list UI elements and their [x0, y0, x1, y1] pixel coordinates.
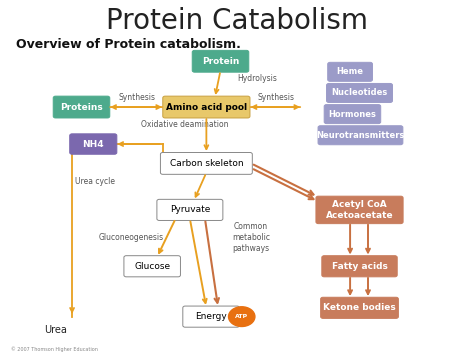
- Text: Heme: Heme: [337, 67, 364, 76]
- Text: Protein Catabolism: Protein Catabolism: [106, 7, 368, 35]
- Text: Fatty acids: Fatty acids: [332, 262, 387, 271]
- FancyBboxPatch shape: [320, 297, 398, 318]
- Text: ATP: ATP: [235, 314, 248, 319]
- Text: Hydrolysis: Hydrolysis: [237, 75, 277, 83]
- FancyBboxPatch shape: [160, 153, 252, 174]
- FancyBboxPatch shape: [318, 126, 403, 145]
- Text: Carbon skeleton: Carbon skeleton: [170, 159, 243, 168]
- Text: Urea cycle: Urea cycle: [75, 176, 115, 186]
- Text: Protein: Protein: [202, 57, 239, 66]
- Text: Oxidative deamination: Oxidative deamination: [141, 120, 229, 129]
- Text: NH4: NH4: [82, 140, 104, 148]
- FancyBboxPatch shape: [328, 62, 373, 81]
- Text: Hormones: Hormones: [328, 110, 376, 119]
- FancyBboxPatch shape: [192, 50, 249, 72]
- FancyBboxPatch shape: [183, 306, 239, 327]
- Circle shape: [228, 307, 255, 327]
- Text: Pyruvate: Pyruvate: [170, 206, 210, 214]
- FancyBboxPatch shape: [53, 96, 110, 118]
- Text: Nucleotides: Nucleotides: [331, 88, 388, 98]
- Text: Proteins: Proteins: [60, 103, 103, 111]
- FancyBboxPatch shape: [316, 196, 403, 224]
- Text: Gluconeogenesis: Gluconeogenesis: [99, 233, 164, 242]
- Text: Urea: Urea: [44, 326, 67, 335]
- Text: Neurotransmitters: Neurotransmitters: [316, 131, 405, 140]
- Text: Synthesis: Synthesis: [118, 93, 155, 102]
- Text: Common
metabolic
pathways: Common metabolic pathways: [232, 222, 270, 253]
- FancyBboxPatch shape: [70, 134, 117, 154]
- FancyBboxPatch shape: [124, 256, 181, 277]
- Text: Ketone bodies: Ketone bodies: [323, 303, 396, 312]
- FancyBboxPatch shape: [322, 256, 397, 277]
- Text: Overview of Protein catabolism.: Overview of Protein catabolism.: [16, 38, 240, 51]
- Text: Glucose: Glucose: [134, 262, 170, 271]
- FancyBboxPatch shape: [327, 83, 392, 103]
- Text: Synthesis: Synthesis: [257, 93, 294, 102]
- Text: Amino acid pool: Amino acid pool: [166, 103, 247, 111]
- FancyBboxPatch shape: [324, 105, 381, 124]
- Text: Energy: Energy: [195, 312, 227, 321]
- Text: Acetyl CoA
Acetoacetate: Acetyl CoA Acetoacetate: [326, 200, 393, 220]
- FancyBboxPatch shape: [157, 200, 223, 220]
- Text: © 2007 Thomson Higher Education: © 2007 Thomson Higher Education: [11, 346, 98, 352]
- FancyBboxPatch shape: [163, 96, 250, 118]
